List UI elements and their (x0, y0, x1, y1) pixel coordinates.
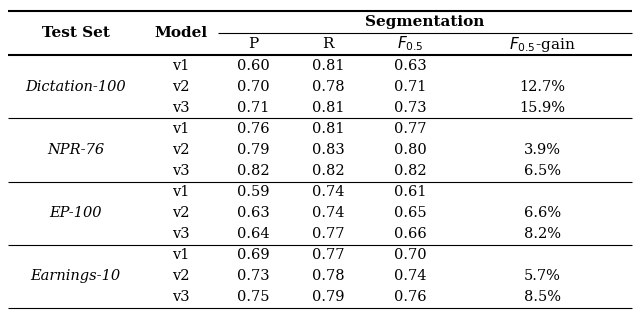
Text: v3: v3 (172, 227, 189, 241)
Text: 0.73: 0.73 (237, 269, 269, 283)
Text: EP-100: EP-100 (49, 206, 102, 220)
Text: 0.63: 0.63 (237, 206, 269, 220)
Text: Model: Model (154, 26, 207, 40)
Text: v2: v2 (172, 269, 189, 283)
Text: 0.80: 0.80 (394, 143, 427, 157)
Text: 8.2%: 8.2% (524, 227, 561, 241)
Text: 0.70: 0.70 (394, 248, 427, 262)
Text: $F_{0.5}$-gain: $F_{0.5}$-gain (509, 35, 576, 53)
Text: 0.71: 0.71 (237, 101, 269, 115)
Text: 0.82: 0.82 (237, 164, 269, 178)
Text: Earnings-10: Earnings-10 (31, 269, 120, 283)
Text: 0.59: 0.59 (237, 185, 269, 199)
Text: Test Set: Test Set (42, 26, 109, 40)
Text: 8.5%: 8.5% (524, 290, 561, 304)
Text: v3: v3 (172, 101, 189, 115)
Text: 0.81: 0.81 (312, 59, 344, 73)
Text: v1: v1 (172, 248, 189, 262)
Text: 0.69: 0.69 (237, 248, 269, 262)
Text: v2: v2 (172, 206, 189, 220)
Text: 0.76: 0.76 (237, 122, 269, 136)
Text: v3: v3 (172, 290, 189, 304)
Text: 0.79: 0.79 (312, 290, 344, 304)
Text: R: R (323, 37, 333, 51)
Text: 0.78: 0.78 (312, 269, 344, 283)
Text: 0.82: 0.82 (394, 164, 427, 178)
Text: 15.9%: 15.9% (520, 101, 566, 115)
Text: 0.64: 0.64 (237, 227, 269, 241)
Text: 0.77: 0.77 (394, 122, 427, 136)
Text: $F_{0.5}$: $F_{0.5}$ (397, 35, 424, 53)
Text: 3.9%: 3.9% (524, 143, 561, 157)
Text: 0.75: 0.75 (237, 290, 269, 304)
Text: 12.7%: 12.7% (520, 80, 566, 94)
Text: 0.73: 0.73 (394, 101, 427, 115)
Text: 0.76: 0.76 (394, 290, 427, 304)
Text: 0.82: 0.82 (312, 164, 344, 178)
Text: 0.77: 0.77 (312, 248, 344, 262)
Text: 0.74: 0.74 (394, 269, 427, 283)
Text: 0.79: 0.79 (237, 143, 269, 157)
Text: 0.83: 0.83 (312, 143, 344, 157)
Text: 0.66: 0.66 (394, 227, 427, 241)
Text: v1: v1 (172, 59, 189, 73)
Text: 0.74: 0.74 (312, 206, 344, 220)
Text: 0.81: 0.81 (312, 122, 344, 136)
Text: 0.65: 0.65 (394, 206, 427, 220)
Text: 0.60: 0.60 (237, 59, 269, 73)
Text: 0.78: 0.78 (312, 80, 344, 94)
Text: v1: v1 (172, 122, 189, 136)
Text: Segmentation: Segmentation (365, 15, 484, 29)
Text: NPR-76: NPR-76 (47, 143, 104, 157)
Text: v3: v3 (172, 164, 189, 178)
Text: v2: v2 (172, 80, 189, 94)
Text: Dictation-100: Dictation-100 (25, 80, 126, 94)
Text: 5.7%: 5.7% (524, 269, 561, 283)
Text: 0.63: 0.63 (394, 59, 427, 73)
Text: v2: v2 (172, 143, 189, 157)
Text: 6.5%: 6.5% (524, 164, 561, 178)
Text: P: P (248, 37, 258, 51)
Text: 6.6%: 6.6% (524, 206, 561, 220)
Text: 0.61: 0.61 (394, 185, 427, 199)
Text: 0.71: 0.71 (394, 80, 427, 94)
Text: 0.70: 0.70 (237, 80, 269, 94)
Text: 0.74: 0.74 (312, 185, 344, 199)
Text: 0.77: 0.77 (312, 227, 344, 241)
Text: 0.81: 0.81 (312, 101, 344, 115)
Text: v1: v1 (172, 185, 189, 199)
